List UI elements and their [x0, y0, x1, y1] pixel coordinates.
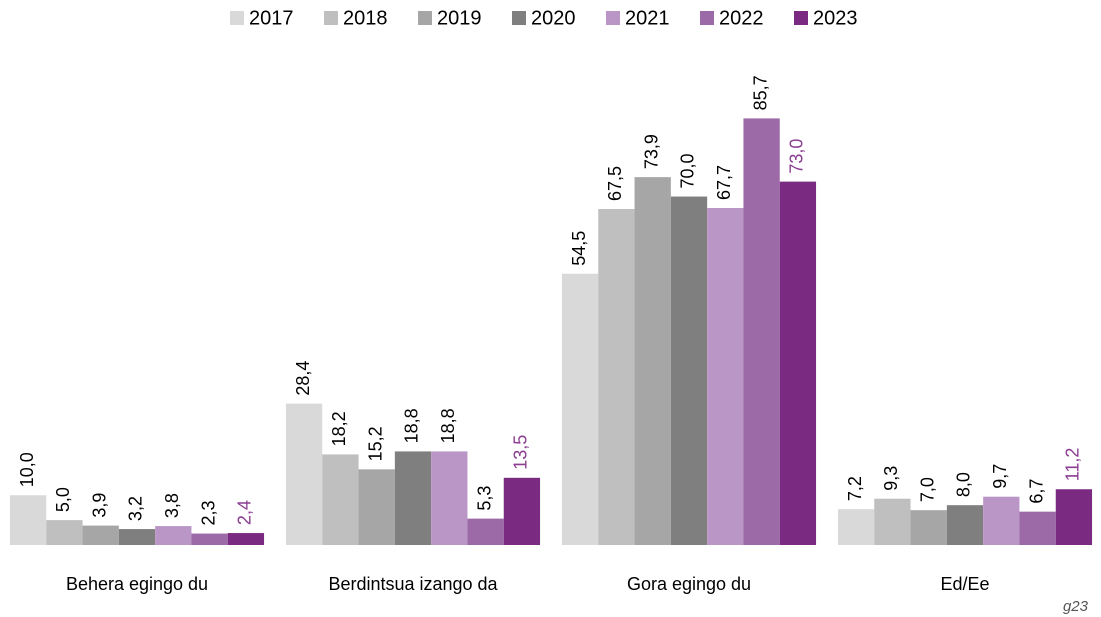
bar [155, 526, 192, 545]
bar [503, 477, 541, 545]
value-label: 85,7 [750, 75, 770, 110]
bar [322, 454, 359, 545]
value-label: 18,8 [402, 408, 422, 443]
bar [1019, 511, 1056, 545]
legend-swatch [230, 11, 244, 25]
value-label: 15,2 [365, 426, 385, 461]
bar [285, 403, 323, 545]
bar [779, 181, 817, 545]
bar [1055, 489, 1093, 545]
value-label: 67,5 [605, 166, 625, 201]
bar [561, 273, 599, 545]
value-label: 9,7 [990, 464, 1010, 489]
legend-label: 2017 [249, 7, 294, 29]
value-label: 5,0 [53, 487, 73, 512]
value-label: 13,5 [511, 435, 531, 470]
value-label: 3,9 [89, 493, 109, 518]
value-label: 2,4 [235, 500, 255, 525]
bar [910, 510, 947, 545]
legend-label: 2021 [625, 7, 670, 29]
bar [670, 196, 708, 546]
legend-label: 2022 [719, 7, 764, 29]
value-label: 28,4 [293, 361, 313, 396]
value-label: 73,9 [641, 134, 661, 169]
bar [82, 525, 119, 545]
legend-swatch [794, 11, 808, 25]
legend-swatch [606, 11, 620, 25]
value-label: 2,3 [198, 501, 218, 526]
value-label: 5,3 [474, 486, 494, 511]
value-label: 10,0 [17, 452, 37, 487]
bar [358, 469, 395, 545]
legend-swatch [700, 11, 714, 25]
value-label: 54,5 [569, 231, 589, 266]
value-label: 18,8 [438, 408, 458, 443]
value-label: 18,2 [329, 411, 349, 446]
x-tick-label: Behera egingo du [66, 574, 208, 594]
bar [946, 505, 984, 545]
legend-label: 2019 [437, 7, 482, 29]
bar [743, 118, 780, 545]
bar [983, 496, 1020, 545]
legend-swatch [418, 11, 432, 25]
bar [394, 451, 432, 545]
bar [9, 495, 47, 545]
annotation: g23 [1063, 598, 1089, 615]
bar [634, 177, 671, 546]
bar [467, 518, 504, 545]
legend-swatch [324, 11, 338, 25]
value-label: 7,2 [845, 476, 865, 501]
value-label: 11,2 [1063, 448, 1083, 482]
bar [46, 520, 83, 545]
value-label: 67,7 [714, 165, 734, 200]
value-label: 3,2 [126, 496, 146, 521]
value-label: 9,3 [881, 466, 901, 491]
bar [707, 208, 744, 545]
bar [431, 451, 468, 545]
bar [191, 533, 228, 545]
value-label: 70,0 [678, 154, 698, 189]
bar [874, 498, 911, 545]
legend-label: 2020 [531, 7, 576, 29]
bar [227, 533, 265, 545]
value-label: 6,7 [1026, 479, 1046, 504]
legend-label: 2018 [343, 7, 388, 29]
bar [598, 209, 635, 545]
bar [837, 509, 875, 545]
legend-swatch [512, 11, 526, 25]
value-label: 7,0 [917, 477, 937, 502]
x-tick-label: Gora egingo du [627, 574, 751, 594]
x-tick-label: Ed/Ee [940, 574, 989, 594]
x-tick-label: Berdintsua izango da [328, 574, 498, 594]
legend-label: 2023 [813, 7, 858, 29]
bar [118, 529, 156, 545]
value-label: 8,0 [954, 472, 974, 497]
value-label: 3,8 [162, 493, 182, 518]
value-label: 73,0 [787, 139, 807, 174]
